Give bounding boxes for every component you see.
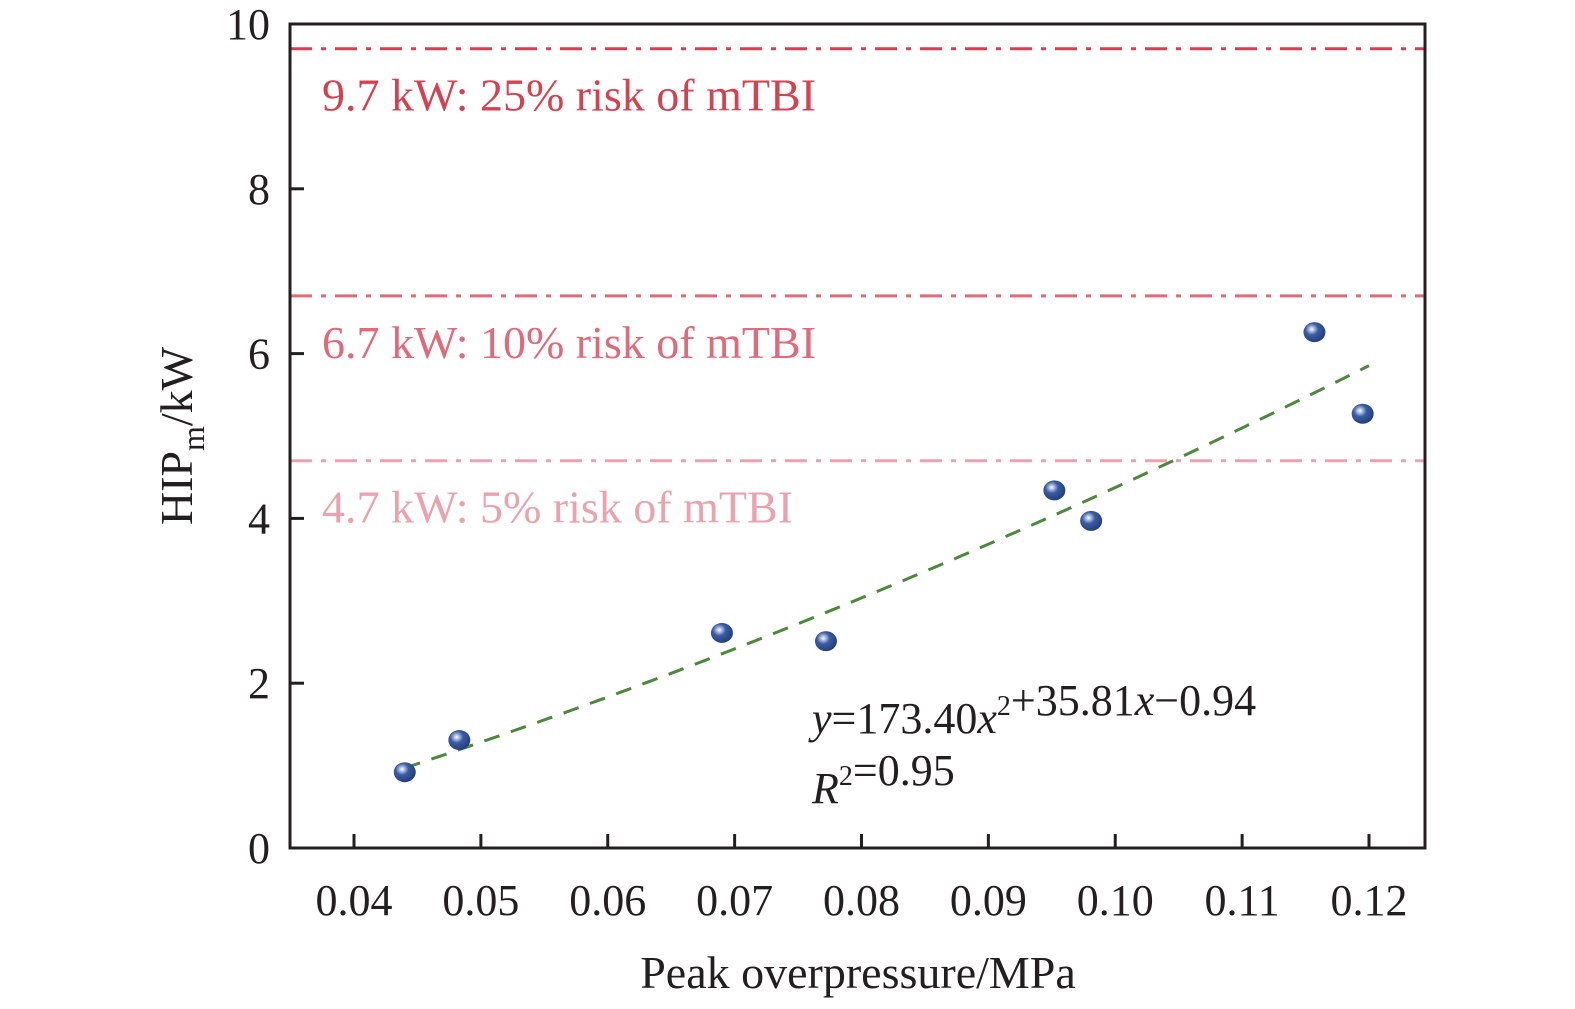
equation-part: +35.81 (1011, 676, 1135, 725)
data-point (814, 631, 837, 652)
x-tick-label: 0.04 (316, 876, 393, 925)
plot-frame (288, 22, 1427, 850)
y-axis-title-suffix: /kW (151, 346, 202, 426)
equation-part: =0.95 (853, 746, 955, 795)
y-tick-label: 0 (248, 824, 270, 873)
data-points (393, 322, 1374, 783)
data-point (393, 762, 416, 783)
y-axis-title: HIPm/kW (151, 346, 211, 525)
y-tick-label: 6 (248, 330, 270, 379)
equation-part: R (811, 764, 839, 813)
equation-part: y (808, 694, 832, 743)
y-tick-label: 4 (248, 494, 270, 543)
x-tick-label: 0.12 (1331, 876, 1408, 925)
data-point (710, 622, 733, 643)
equation-part: =173.40 (832, 694, 978, 743)
x-tick-label: 0.07 (696, 876, 773, 925)
equation-part: 2 (839, 761, 853, 792)
x-tick-label: 0.10 (1077, 876, 1154, 925)
x-tick-label: 0.09 (950, 876, 1027, 925)
threshold-label: 6.7 kW: 10% risk of mTBI (322, 317, 816, 368)
threshold-lines: 9.7 kW: 25% risk of mTBI 6.7 kW: 10% risk… (290, 47, 1425, 533)
equation-part: x (976, 694, 997, 743)
x-axis-ticks: 0.04 0.05 0.06 0.07 0.08 0.09 0.10 0.11 0.12 (316, 834, 1408, 925)
fit-equation: y=173.40x2+35.81x−0.94 (808, 676, 1256, 743)
y-tick-label: 2 (248, 659, 270, 708)
equation-part: 2 (997, 691, 1011, 722)
x-tick-label: 0.08 (823, 876, 900, 925)
y-tick-label: 8 (248, 165, 270, 214)
x-tick-label: 0.06 (569, 876, 646, 925)
y-axis-title-subscript: m (175, 426, 211, 451)
data-point (1351, 403, 1374, 424)
x-tick-label: 0.05 (442, 876, 519, 925)
x-axis-title: Peak overpressure/MPa (640, 947, 1076, 998)
equation-part: x (1134, 676, 1155, 725)
fit-r-squared: R2=0.95 (811, 746, 955, 813)
data-point (1303, 322, 1326, 343)
equation-part: −0.94 (1154, 676, 1256, 725)
y-axis-ticks: 0 2 4 6 8 10 (226, 0, 304, 873)
plot-border (288, 22, 1427, 850)
y-axis-title-main: HIP (151, 451, 202, 525)
data-point (1043, 480, 1066, 501)
data-point (448, 730, 471, 751)
fit-curve (404, 364, 1370, 770)
data-point (1080, 510, 1103, 531)
fit-curve-group (404, 364, 1370, 770)
y-tick-label: 10 (226, 0, 270, 49)
threshold-label: 9.7 kW: 25% risk of mTBI (322, 70, 816, 121)
x-tick-label: 0.11 (1204, 876, 1279, 925)
threshold-label: 4.7 kW: 5% risk of mTBI (322, 482, 793, 533)
